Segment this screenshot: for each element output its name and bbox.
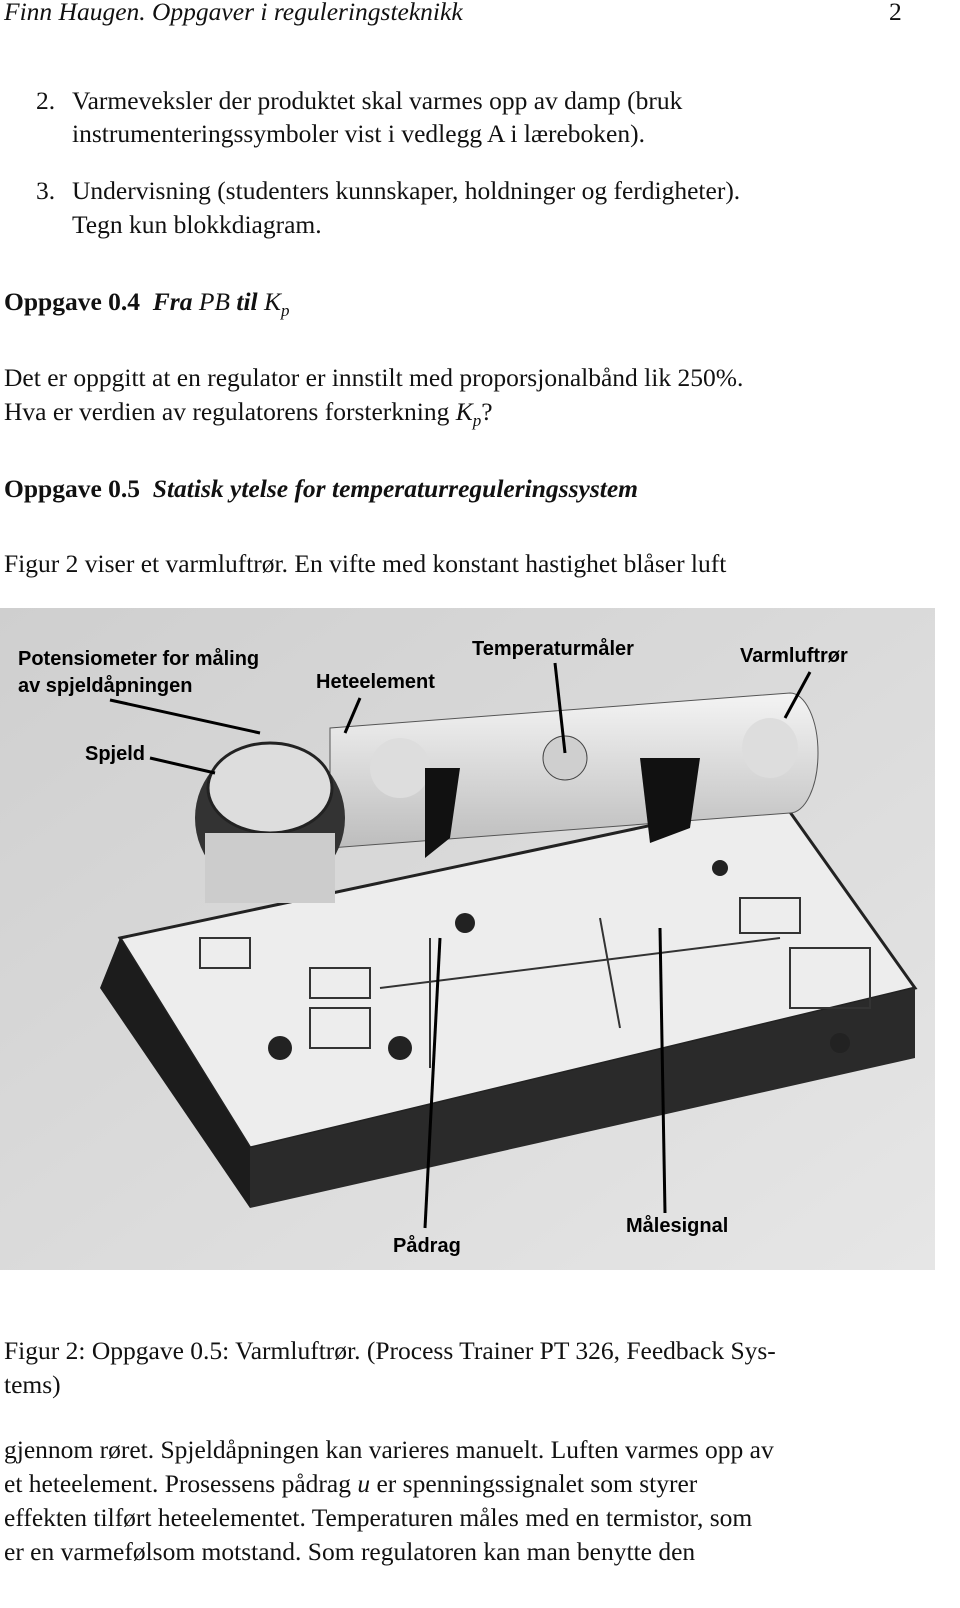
- heading: Oppgave 0.5 Statisk ytelse for temperatu…: [4, 474, 638, 504]
- list-line: Varmeveksler der produktet skal varmes o…: [72, 86, 683, 115]
- figure-label: Målesignal: [626, 1214, 728, 1237]
- title-part: til: [236, 287, 258, 316]
- math: p: [472, 411, 482, 431]
- text: et heteelement. Prosessens pådrag: [4, 1469, 351, 1498]
- figure-label: Heteelement: [316, 671, 435, 693]
- task-label: Oppgave 0.5: [4, 474, 141, 503]
- title-part: K: [264, 287, 282, 316]
- figure-label: Potensiometer for måling: [18, 647, 259, 670]
- task-label: Oppgave 0.4: [4, 287, 141, 316]
- caption-line: Figur 2: Oppgave 0.5: Varmluftrør. (Proc…: [4, 1336, 776, 1365]
- list-number: 3.: [36, 176, 56, 205]
- math: u: [357, 1469, 371, 1498]
- figure-label: av spjeldåpningen: [18, 674, 192, 697]
- task-title: Statisk ytelse for temperaturregulerings…: [152, 474, 638, 503]
- text-line: Det er oppgitt at en regulator er innsti…: [4, 363, 744, 392]
- title-part: PB: [198, 287, 230, 316]
- list-line: Undervisning (studenters kunnskaper, hol…: [72, 176, 741, 205]
- text-line: Hva er verdien av regulatorens forsterkn…: [4, 397, 493, 436]
- text-line: Figur 2 viser et varmluftrør. En vifte m…: [4, 549, 727, 578]
- list-line: Tegn kun blokkdiagram.: [72, 210, 322, 239]
- figure-label: Spjeld: [85, 743, 145, 765]
- text-line: et heteelement. Prosessens pådrag u er s…: [4, 1469, 697, 1499]
- list-number: 2.: [36, 86, 56, 115]
- figure-label: Varmluftrør: [740, 645, 848, 667]
- running-title: Finn Haugen. Oppgaver i reguleringstekni…: [4, 0, 463, 26]
- figure-label: Temperaturmåler: [472, 637, 634, 660]
- text: er spenningssignalet som styrer: [376, 1469, 698, 1498]
- text-line: effekten tilført heteelementet. Temperat…: [4, 1503, 753, 1532]
- text: ?: [481, 397, 493, 426]
- text: Hva er verdien av regulatorens forsterkn…: [4, 397, 450, 426]
- text-line: er en varmefølsom motstand. Som regulato…: [4, 1537, 696, 1566]
- text-line: gjennom røret. Spjeldåpningen kan varier…: [4, 1435, 774, 1464]
- page-number: 2: [889, 0, 902, 26]
- figure-photo: Potensiometer for måling av spjeldåpning…: [0, 608, 935, 1270]
- figure-label: Pådrag: [393, 1234, 461, 1257]
- title-part: p: [281, 301, 290, 321]
- heading: Oppgave 0.4 Fra PB til Kp: [4, 287, 290, 326]
- caption-line: tems): [4, 1370, 61, 1399]
- math: K: [455, 397, 473, 426]
- title-part: Fra: [152, 287, 193, 316]
- list-line: instrumenteringssymboler vist i vedlegg …: [72, 119, 645, 148]
